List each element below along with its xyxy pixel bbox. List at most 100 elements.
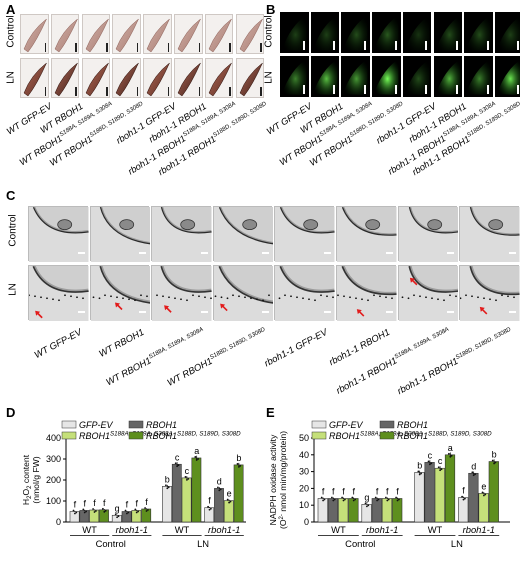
- panel-b-image-ln-4: [372, 56, 401, 97]
- panel-a-image-ln-3: [81, 58, 111, 98]
- panel-a-image-ln-8: [235, 58, 265, 98]
- panel-c-image-control-8: [459, 206, 520, 262]
- significance-letter: f: [396, 486, 399, 496]
- data-point: [430, 462, 433, 465]
- data-point: [174, 462, 177, 465]
- scale-bar: [394, 85, 397, 94]
- micrograph: [337, 206, 397, 262]
- scale-bar: [385, 311, 393, 313]
- data-point: [127, 511, 130, 514]
- scale-bar: [456, 41, 458, 50]
- significance-letter: e: [227, 489, 232, 499]
- data-point: [187, 478, 190, 480]
- data-point: [320, 496, 323, 499]
- genotype-name: WT RBOH1: [103, 354, 153, 388]
- panel-c-image-ln-1: [28, 265, 89, 321]
- data-point: [103, 510, 106, 513]
- panel-b-image-control-7: [464, 12, 493, 53]
- micrograph: [275, 206, 336, 262]
- scale-bar: [198, 43, 200, 52]
- data-point: [217, 486, 219, 489]
- x-group-label: rboh1-1: [366, 524, 398, 535]
- data-point: [461, 495, 463, 498]
- x-condition-label: Control: [345, 538, 375, 549]
- data-point: [450, 454, 453, 457]
- panel-a-image-ln-1: [20, 58, 49, 98]
- data-point: [418, 473, 421, 476]
- bar-control-rboh1-1-1: [111, 514, 122, 523]
- legend-swatch: [61, 431, 77, 440]
- scale-bar: [75, 87, 77, 96]
- data-point: [332, 499, 335, 502]
- data-point: [385, 496, 387, 499]
- genotype-name: WT RBOH1: [96, 326, 146, 359]
- panel-c-image-control-1: [28, 206, 89, 262]
- panel-c-image-control-6: [336, 206, 397, 262]
- micrograph: [152, 265, 213, 321]
- data-point: [186, 479, 188, 481]
- data-point: [341, 496, 343, 499]
- bar-control-WT-2: [327, 498, 339, 523]
- data-point: [472, 474, 475, 477]
- data-point: [333, 498, 336, 501]
- panel-b-row-ln: LN: [263, 71, 275, 84]
- panel-b-image-ln-3: [341, 56, 370, 97]
- significance-letter: f: [352, 486, 355, 496]
- scale-bar: [106, 43, 108, 52]
- scale-bar: [447, 311, 455, 313]
- x-condition-label: Control: [96, 538, 126, 549]
- fluorescence-image: [466, 59, 491, 95]
- leaf-image: [177, 18, 201, 53]
- x-group-label: rboh1-1: [208, 524, 240, 535]
- scale-bar: [425, 41, 428, 50]
- y-tick-label: 20: [299, 483, 309, 493]
- mutation-superscript: S188A, S189A, S308A: [147, 326, 205, 361]
- data-point: [184, 476, 187, 478]
- scale-bar: [508, 252, 516, 254]
- bar-ln-WT-1: [414, 472, 425, 523]
- significance-letter: f: [208, 496, 211, 506]
- panel-c-label: C: [6, 188, 16, 203]
- significance-letter: b: [236, 453, 241, 463]
- scale-bar: [517, 85, 520, 94]
- significance-letter: f: [322, 486, 325, 496]
- panel-b-image-ln-2: [310, 56, 340, 97]
- data-point: [396, 499, 399, 502]
- data-point: [126, 512, 128, 515]
- fluorescence-image: [435, 15, 460, 51]
- scale-bar: [139, 311, 147, 313]
- scale-bar: [333, 85, 336, 94]
- data-point: [102, 507, 104, 510]
- bar-ln-rboh1-1-1: [458, 497, 469, 523]
- scale-bar: [260, 43, 262, 52]
- data-point: [226, 498, 229, 501]
- scale-bar: [200, 252, 208, 254]
- data-point: [323, 498, 326, 501]
- significance-letter: f: [126, 500, 129, 510]
- data-point: [440, 468, 443, 471]
- y-tick-label: 300: [46, 454, 61, 464]
- data-point: [437, 466, 440, 469]
- significance-letter: b: [165, 474, 170, 484]
- leaf-image: [116, 18, 140, 53]
- micrograph: [337, 265, 397, 321]
- fluorescence-image: [435, 59, 460, 95]
- panel-a-image-control-5: [143, 14, 172, 54]
- data-point: [429, 463, 431, 466]
- y-axis-label: NADPH oxidase activity: [268, 434, 278, 525]
- scale-bar: [106, 87, 108, 96]
- significance-letter: b: [492, 450, 497, 460]
- bar-ln-WT-1: [162, 486, 172, 523]
- data-point: [137, 510, 140, 513]
- panel-b-image-control-2: [310, 12, 340, 53]
- micrograph: [213, 206, 274, 262]
- panel-c-image-control-3: [151, 206, 212, 262]
- data-point: [494, 461, 497, 464]
- x-group-label: WT: [331, 524, 346, 535]
- y-tick-label: 0: [56, 517, 61, 527]
- leaf-image: [208, 62, 232, 97]
- data-point: [386, 499, 389, 502]
- data-point: [135, 511, 138, 514]
- legend-swatch: [379, 431, 395, 440]
- mutation-superscript: S188D, S189D, S308D: [208, 326, 267, 362]
